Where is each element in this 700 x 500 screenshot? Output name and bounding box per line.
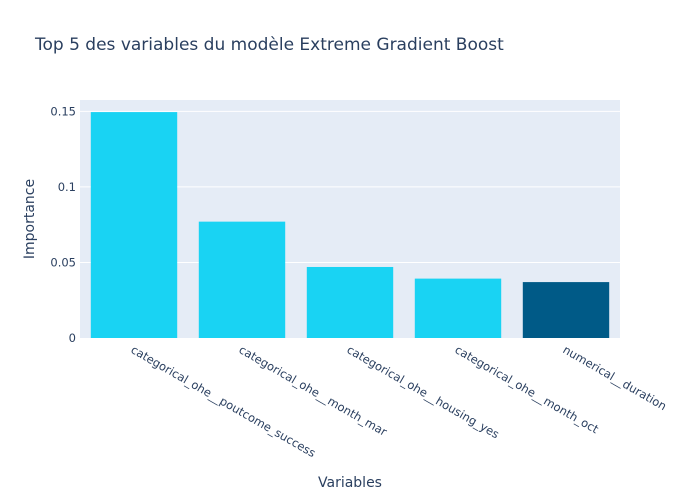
y-tick-label: 0.05 [50,255,76,269]
bars [90,112,610,338]
y-tick-label: 0.1 [58,180,76,194]
x-axis-title: Variables [318,475,382,491]
y-tick-label: 0 [69,331,76,345]
bar-numerical__duration[interactable] [522,282,610,338]
bar-categorical_ohe__poutcome_success[interactable] [90,112,178,338]
bar-categorical_ohe__housing_yes[interactable] [306,266,394,338]
chart-title: Top 5 des variables du modèle Extreme Gr… [34,35,504,55]
bar-categorical_ohe__month_oct[interactable] [414,278,502,338]
x-tick-labels: categorical_ohe__poutcome_successcategor… [129,342,670,460]
bar-categorical_ohe__month_mar[interactable] [198,221,286,338]
y-tick-label: 0.15 [50,104,76,118]
x-tick-label: numerical__duration [561,342,670,413]
y-tick-labels: 0 0.05 0.1 0.15 [50,104,76,345]
y-axis-title: Importance [22,179,38,259]
x-tick-label: categorical_ohe__poutcome_success [129,342,319,460]
